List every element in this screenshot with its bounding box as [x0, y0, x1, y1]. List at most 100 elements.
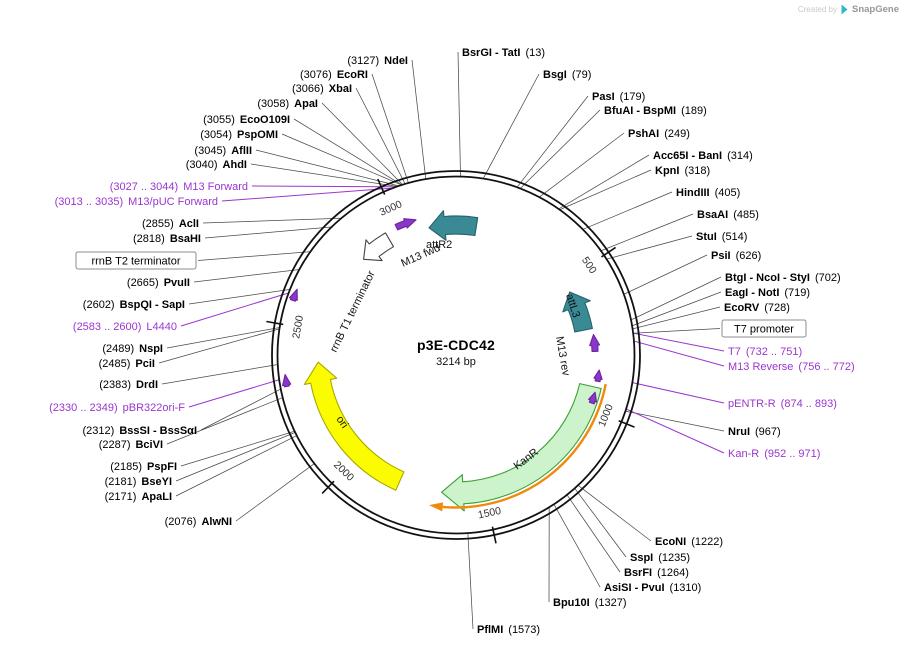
restriction-site-label[interactable]: (2485) PciI — [99, 358, 155, 370]
feature-box-t7-promoter[interactable] — [721, 319, 807, 338]
leader-lines — [158, 51, 725, 630]
watermark-prefix: Created by — [797, 5, 837, 14]
feature-arc-head-kanr-orange-outline[interactable] — [429, 502, 444, 512]
primer-label[interactable]: (3013 .. 3035) M13/pUC Forward — [55, 196, 218, 208]
restriction-site-label[interactable]: PasI (179) — [592, 91, 645, 103]
restriction-site-label[interactable]: (2181) BseYI — [105, 476, 172, 488]
primer-label[interactable]: (2330 .. 2349) pBR322ori-F — [49, 402, 185, 414]
restriction-site-label[interactable]: (2171) ApaLI — [105, 491, 172, 503]
feature-box-label[interactable]: T7 promoter — [734, 324, 794, 336]
leader-line — [180, 292, 289, 327]
feature-box-label[interactable]: rrnB T2 terminator — [91, 256, 180, 268]
feature-arc-kanr-orange-outline[interactable] — [442, 383, 607, 509]
restriction-site-label[interactable]: EcoNI (1222) — [655, 536, 723, 548]
restriction-site-label[interactable]: EcoRV (728) — [724, 302, 790, 314]
feature-arrow-m13-fwd[interactable] — [394, 218, 417, 231]
restriction-site-label[interactable]: BfuAI - BspMI (189) — [604, 105, 707, 117]
primer-label[interactable]: (3027 .. 3044) M13 Forward — [110, 181, 248, 193]
primer-label[interactable]: M13 Reverse (756 .. 772) — [728, 361, 855, 373]
position-tick — [601, 246, 617, 258]
feature-label-attr2[interactable]: attR2 — [426, 239, 452, 251]
restriction-site-label[interactable]: BtgI - NcoI - StyI (702) — [725, 272, 841, 284]
leader-line — [517, 95, 589, 188]
leader-line — [355, 87, 406, 184]
restriction-site-label[interactable]: Acc65I - BanI (314) — [653, 150, 753, 162]
restriction-site-label[interactable]: HindIII (405) — [676, 187, 740, 199]
restriction-site-label[interactable]: BsaAI (485) — [697, 209, 759, 221]
leader-line — [631, 276, 722, 321]
restriction-site-label[interactable]: (3054) PspOMI — [200, 129, 278, 141]
leader-line — [250, 163, 397, 187]
leader-line — [166, 397, 283, 445]
restriction-site-label[interactable]: (2855) AclI — [142, 218, 199, 230]
leader-line — [634, 340, 725, 367]
feature-label-m13-fwd[interactable]: M13 fwd — [399, 242, 442, 270]
restriction-site-label[interactable]: (2489) NspI — [102, 343, 163, 355]
watermark: Created by SnapGene — [798, 4, 899, 15]
leader-line — [202, 217, 341, 224]
restriction-site-label[interactable]: (2076) AlwNI — [165, 516, 232, 528]
primer-label[interactable]: T7 (732 .. 751) — [728, 346, 802, 358]
restriction-site-label[interactable]: (3058) ApaI — [257, 98, 318, 110]
restriction-site-label[interactable]: (2818) BsaHI — [133, 233, 201, 245]
feature-arrow-kanr[interactable] — [441, 383, 602, 512]
restriction-site-label[interactable]: BsrGI - TatI (13) — [462, 47, 545, 59]
feature-arrow-l4440-primer[interactable] — [288, 288, 298, 302]
restriction-site-label[interactable]: NruI (967) — [728, 426, 781, 438]
primer-label[interactable]: (2583 .. 2600) L4440 — [73, 321, 177, 333]
leader-line — [520, 109, 601, 189]
restriction-site-label[interactable]: (3055) EcoO109I — [203, 114, 290, 126]
leader-line — [553, 504, 601, 588]
restriction-site-label[interactable]: (3127) NdeI — [347, 55, 408, 67]
restriction-site-label[interactable]: PflMI (1573) — [477, 624, 540, 636]
restriction-site-label[interactable]: (3066) XbaI — [292, 83, 352, 95]
restriction-site-label[interactable]: EagI - NotI (719) — [725, 287, 810, 299]
restriction-site-label[interactable]: (3040) AhdI — [186, 159, 247, 171]
restriction-site-label[interactable]: PshAI (249) — [628, 128, 690, 140]
leader-line — [371, 73, 409, 183]
leader-line — [601, 213, 694, 251]
leader-line — [175, 432, 295, 482]
position-tick — [618, 420, 635, 428]
plasmid-backbone-ring-inner — [276, 175, 636, 535]
feature-arrow-rrnb-t1-terminator[interactable] — [363, 232, 395, 262]
primer-label[interactable]: Kan-R (952 .. 971) — [728, 448, 820, 460]
feature-arrow-kan-r-primer[interactable] — [588, 391, 598, 405]
plasmid-backbone — [271, 170, 641, 540]
restriction-site-label[interactable]: (3076) EcoRI — [300, 69, 368, 81]
leader-line — [281, 133, 402, 186]
feature-arrow-pentr-r-primer[interactable] — [593, 369, 603, 383]
feature-arrow-pbr322ori-f-primer[interactable] — [282, 373, 292, 388]
feature-label-ori[interactable]: ori — [334, 414, 351, 431]
restriction-site-label[interactable]: StuI (514) — [696, 231, 747, 243]
restriction-site-label[interactable]: (2287) BciVI — [99, 439, 163, 451]
restriction-site-label[interactable]: (2602) BspQI - SapI — [83, 299, 185, 311]
leader-line — [457, 51, 461, 177]
leader-line — [558, 154, 650, 210]
restriction-site-label[interactable]: (3045) AflII — [194, 145, 252, 157]
leader-line — [188, 379, 279, 408]
restriction-site-label[interactable]: (2312) BssSI - BssSαI — [83, 425, 197, 437]
restriction-site-label[interactable]: BsgI (79) — [543, 69, 591, 81]
feature-label-rrnb-t1-terminator[interactable]: rrnB T1 terminator — [328, 269, 378, 355]
restriction-site-label[interactable]: (2665) PvuII — [127, 277, 190, 289]
feature-arrow-ori[interactable] — [303, 361, 405, 491]
restriction-site-label[interactable]: (2185) PspFI — [110, 461, 177, 473]
leader-line — [235, 463, 315, 522]
restriction-site-label[interactable]: PsiI (626) — [711, 250, 761, 262]
restriction-site-label[interactable]: KpnI (318) — [655, 165, 710, 177]
primer-label[interactable]: pENTR-R (874 .. 893) — [728, 398, 837, 410]
feature-arrow-m13-rev[interactable] — [589, 333, 601, 352]
restriction-site-label[interactable]: SspI (1235) — [630, 552, 690, 564]
restriction-site-label[interactable]: BsrFI (1264) — [624, 567, 689, 579]
leader-line — [221, 187, 392, 202]
restriction-site-label[interactable]: (2383) DrdI — [99, 379, 158, 391]
feature-arrow-attl3[interactable] — [562, 291, 593, 333]
feature-arrow-attr2[interactable] — [428, 210, 479, 241]
feature-label-m13-rev[interactable]: M13 rev — [553, 335, 572, 377]
feature-box-rrnb-t2-terminator[interactable] — [75, 251, 197, 270]
restriction-site-label[interactable]: AsiSI - PvuI (1310) — [604, 582, 701, 594]
restriction-site-label[interactable]: Bpu10I (1327) — [553, 597, 626, 609]
